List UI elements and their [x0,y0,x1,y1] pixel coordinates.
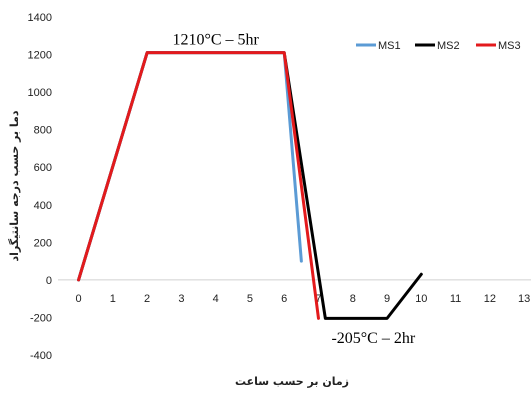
y-tick-label: 800 [34,125,52,137]
y-axis-ticks: -400 -200 0 200 400 600 800 1000 1200 1400 [28,12,52,362]
x-tick-label: 10 [415,293,427,305]
x-tick-label: 3 [178,293,184,305]
x-tick-label: 0 [76,293,82,305]
y-axis-title: دما بر حسب درجه سانتیگراد [8,110,21,261]
x-tick-label: 8 [350,293,356,305]
legend-label-ms2: MS2 [437,40,460,52]
x-axis-ticks: 0 1 2 3 4 5 6 7 8 9 10 11 12 13 [76,293,531,305]
x-tick-label: 9 [384,293,390,305]
annotation-peak: 1210°C – 5hr [172,32,259,49]
annotation-cryo: -205°C – 2hr [331,330,415,347]
series-line-ms2 [77,51,423,320]
legend: MS1 MS2 MS3 [356,40,521,52]
y-tick-label: 0 [46,275,52,287]
y-tick-label: 200 [34,237,52,249]
x-tick-label: 7 [315,293,321,305]
x-tick-label: 11 [450,293,461,305]
x-tick-label: 12 [484,293,496,305]
y-tick-label: 1200 [28,50,52,62]
series-lines [77,51,423,320]
y-tick-label: -400 [30,350,52,362]
x-tick-label: 1 [110,293,116,305]
y-tick-label: 1400 [28,12,52,24]
y-tick-label: -200 [30,312,52,324]
x-axis-title: زمان بر حسب ساعت [235,375,349,388]
y-tick-label: 600 [34,162,52,174]
series-line-ms3 [77,51,320,320]
x-tick-label: 6 [281,293,287,305]
y-tick-label: 1000 [28,87,52,99]
legend-label-ms3: MS3 [498,40,521,52]
legend-label-ms1: MS1 [378,40,401,52]
x-tick-label: 13 [518,293,530,305]
x-tick-label: 5 [247,293,253,305]
y-tick-label: 400 [34,200,52,212]
x-tick-label: 4 [213,293,219,305]
x-tick-label: 2 [144,293,150,305]
